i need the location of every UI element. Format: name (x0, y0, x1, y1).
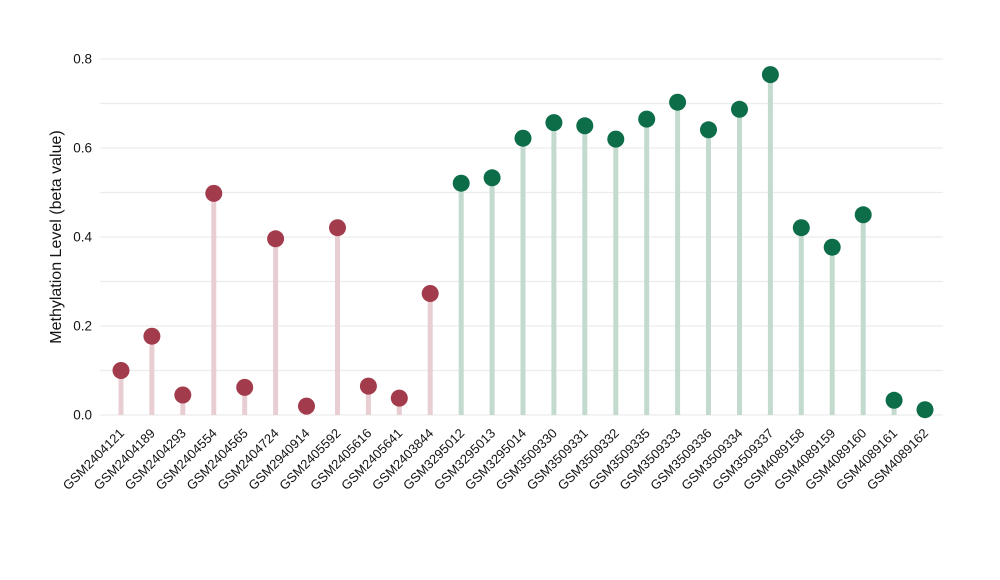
data-point-dot (885, 391, 903, 409)
data-point-dot (205, 184, 223, 202)
data-point-dot (236, 378, 254, 396)
data-point-dot (854, 206, 872, 224)
y-tick-label: 0.2 (73, 319, 92, 334)
data-point-dot (483, 169, 501, 187)
data-point-dot (267, 230, 285, 248)
y-tick-label: 0.8 (73, 52, 92, 67)
data-point-dot (638, 110, 656, 128)
data-point-dot (174, 386, 192, 404)
y-tick-label: 0.0 (73, 408, 92, 423)
stem-layer (118, 74, 928, 415)
data-point-dot (731, 100, 748, 118)
data-point-dot (452, 174, 470, 192)
data-point-dot (669, 93, 687, 111)
data-point-dot (298, 397, 315, 415)
dot-layer (112, 66, 934, 419)
data-point-dot (823, 238, 841, 256)
y-tick-label: 0.4 (73, 230, 92, 245)
data-point-dot (700, 121, 717, 139)
data-point-dot (143, 327, 161, 345)
data-point-dot (545, 114, 563, 132)
data-point-dot (112, 362, 130, 379)
data-point-dot (576, 117, 594, 135)
y-tick-label: 0.6 (73, 141, 92, 156)
data-point-dot (607, 130, 625, 148)
data-point-dot (329, 219, 346, 237)
data-point-dot (359, 377, 377, 395)
data-point-dot (390, 389, 408, 407)
data-point-dot (792, 219, 810, 237)
data-point-dot (916, 401, 934, 419)
y-axis-title: Methylation Level (beta value) (48, 130, 65, 343)
data-point-dot (514, 129, 532, 147)
data-point-dot (761, 66, 779, 84)
x-axis-tick-labels: GSM2404121GSM2404189GSM2404293GSM2404554… (60, 426, 931, 493)
data-point-dot (421, 285, 439, 302)
y-axis-tick-labels: 0.0 0.2 0.4 0.6 0.8 (73, 52, 92, 423)
